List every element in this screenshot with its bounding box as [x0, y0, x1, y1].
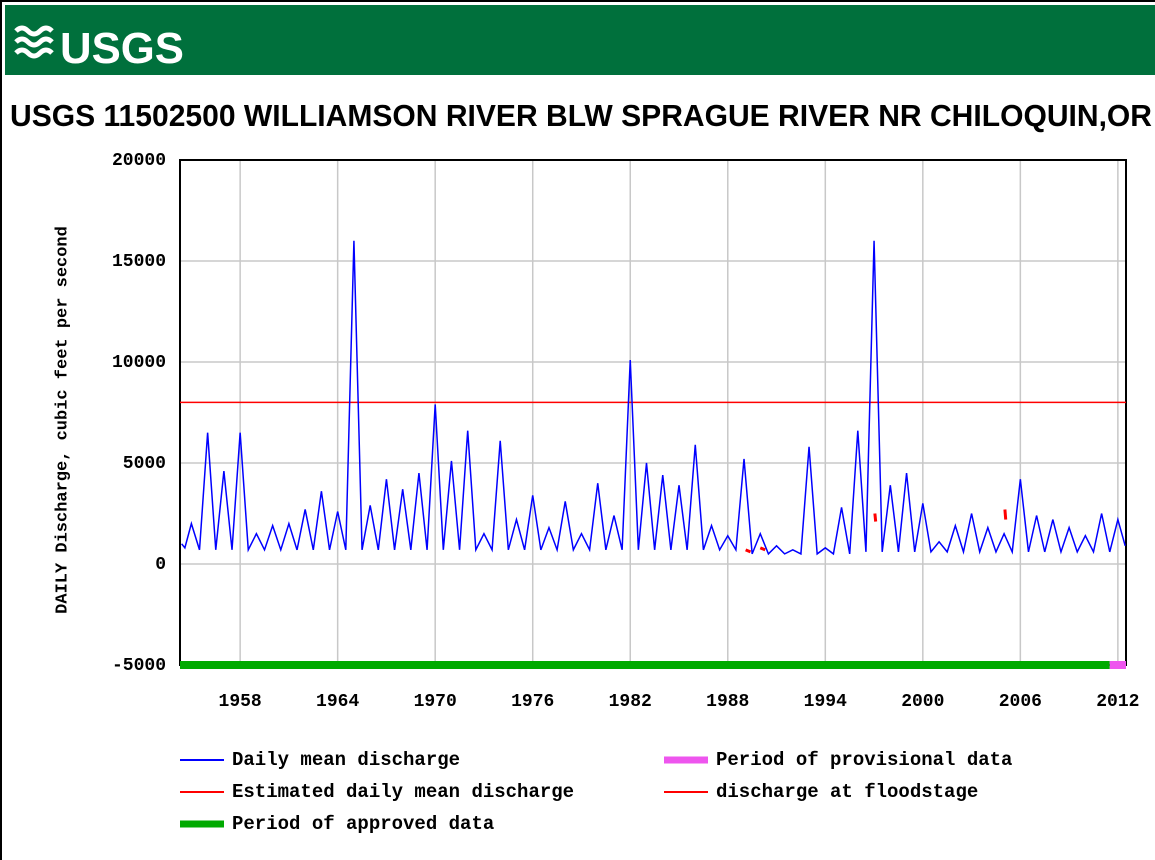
y-tick-label: 20000: [112, 151, 166, 171]
x-tick-label: 1994: [804, 692, 847, 712]
x-tick-label: 2012: [1096, 692, 1139, 712]
x-tick-label: 1982: [609, 692, 652, 712]
y-axis-label: DAILY Discharge, cubic feet per second: [53, 226, 72, 614]
x-tick-label: 1976: [511, 692, 554, 712]
y-tick-label: 0: [155, 555, 166, 575]
series-line: [745, 509, 1008, 554]
y-tick-label: -5000: [112, 656, 166, 676]
y-tick-label: 10000: [112, 353, 166, 373]
period-bar: [180, 661, 1110, 669]
y-tick-label: 15000: [112, 252, 166, 272]
x-tick-label: 1964: [316, 692, 359, 712]
legend-label: discharge at floodstage: [716, 781, 978, 803]
x-tick-label: 1970: [414, 692, 457, 712]
legend-label: Period of approved data: [232, 813, 494, 835]
x-tick-label: 1958: [219, 692, 262, 712]
series-line: [181, 240, 1126, 556]
x-tick-label: 1988: [706, 692, 749, 712]
legend-label: Period of provisional data: [716, 749, 1012, 771]
logo-text: USGS: [60, 24, 184, 73]
logo-icon: [14, 25, 54, 59]
chart-title: USGS 11502500 WILLIAMSON RIVER BLW SPRAG…: [10, 98, 1152, 133]
legend-label: Estimated daily mean discharge: [232, 781, 574, 803]
plot-frame: [179, 159, 1127, 666]
period-bar: [1109, 661, 1126, 669]
legend-label: Daily mean discharge: [232, 749, 460, 771]
x-tick-label: 2000: [901, 692, 944, 712]
header-bar: [5, 5, 1155, 75]
y-tick-label: 5000: [123, 454, 166, 474]
x-tick-label: 2006: [999, 692, 1042, 712]
